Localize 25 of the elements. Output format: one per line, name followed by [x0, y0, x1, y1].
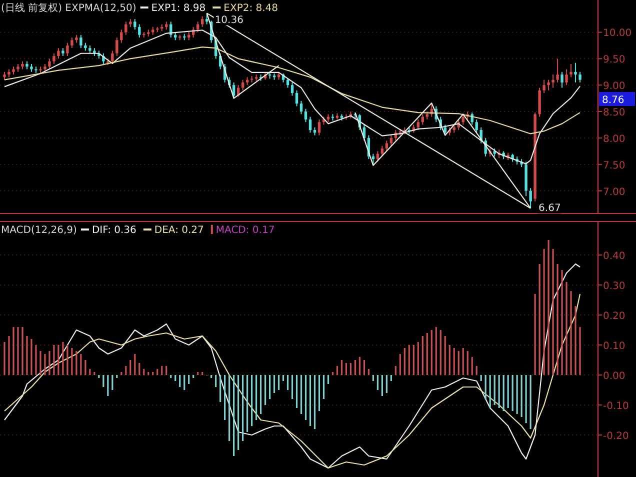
legend-label: EXP2: 8.48: [224, 3, 278, 14]
y-tick-label: -0.20: [603, 431, 629, 442]
legend-label: DIF: 0.36: [92, 225, 136, 236]
y-tick-label: 8.50: [603, 108, 626, 119]
y-tick-label: 7.50: [603, 160, 626, 172]
chart-title: (日线 前复权): [1, 2, 66, 14]
legend-label: DEA: 0.27: [154, 225, 204, 236]
text: 8.76: [602, 95, 624, 106]
y-tick-label: -0.10: [603, 401, 629, 412]
annotation: EXPMA(12,50): [65, 3, 136, 14]
chart-title: MACD(12,26,9): [1, 225, 78, 236]
annotation: 6.67: [538, 203, 561, 214]
y-tick-label: 0.00: [603, 371, 626, 382]
legend-label: MACD: 0.17: [216, 225, 275, 236]
y-tick-label: 0.10: [603, 341, 626, 352]
y-tick-label: 0.30: [603, 281, 626, 292]
y-tick-label: 7.00: [603, 186, 626, 198]
y-tick-label: 9.50: [603, 54, 626, 66]
y-tick-label: 10.00: [603, 28, 632, 40]
y-tick-label: 0.40: [603, 251, 626, 262]
legend-label: EXP1: 8.98: [151, 3, 206, 14]
annotation: 10.36: [214, 15, 244, 26]
y-tick-label: 0.20: [603, 311, 626, 322]
y-tick-label: 8.00: [603, 134, 626, 145]
y-tick-label: 9.00: [603, 81, 626, 92]
